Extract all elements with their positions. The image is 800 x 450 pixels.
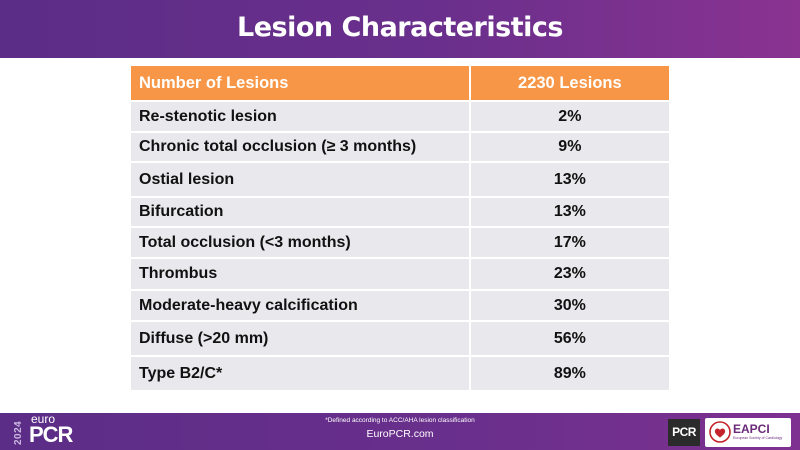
table-row: Bifurcation 13% <box>131 196 669 226</box>
row-label: Thrombus <box>131 257 469 289</box>
row-value: 9% <box>468 131 669 161</box>
row-value: 30% <box>468 289 669 320</box>
year-label: 2024 <box>13 420 24 446</box>
table-row: Diffuse (>20 mm) 56% <box>131 320 669 355</box>
slide-title: Lesion Characteristics <box>237 12 563 43</box>
row-value: 23% <box>468 257 669 289</box>
row-value: 2% <box>468 100 669 131</box>
row-value: 13% <box>468 161 669 196</box>
table-row: Total occlusion (<3 months) 17% <box>131 226 669 257</box>
row-label: Bifurcation <box>131 196 469 226</box>
row-label: Total occlusion (<3 months) <box>131 226 469 257</box>
eapci-logo-text: EAPCI <box>733 422 770 436</box>
brand-logo-text: PCR <box>29 422 73 447</box>
table-row: Thrombus 23% <box>131 257 669 289</box>
footnote: *Defined according to ACC/AHA lesion cla… <box>325 417 475 424</box>
header-value-cell: 2230 Lesions <box>468 66 669 100</box>
header-label-cell: Number of Lesions <box>131 66 469 100</box>
row-value: 17% <box>468 226 669 257</box>
row-label: Diffuse (>20 mm) <box>131 320 469 355</box>
row-value: 13% <box>468 196 669 226</box>
row-value: 89% <box>468 355 669 390</box>
eapci-logo: EAPCI European Society of Cardiology <box>705 418 791 447</box>
table-row: Chronic total occlusion (≥ 3 months) 9% <box>131 131 669 161</box>
table-row: Type B2/C* 89% <box>131 355 669 390</box>
brand-prefix: euro <box>31 412 56 426</box>
row-label: Ostial lesion <box>131 161 469 196</box>
heart-icon <box>709 421 731 443</box>
title-bar <box>0 0 800 58</box>
table-row: Ostial lesion 13% <box>131 161 669 196</box>
row-label: Re-stenotic lesion <box>131 100 469 131</box>
row-label: Moderate-heavy calcification <box>131 289 469 320</box>
footer-bar <box>0 413 800 450</box>
row-value: 56% <box>468 320 669 355</box>
table-row: Moderate-heavy calcification 30% <box>131 289 669 320</box>
pcr-logo: PCR <box>668 419 700 446</box>
row-label: Chronic total occlusion (≥ 3 months) <box>131 131 469 161</box>
lesion-table: Number of Lesions 2230 Lesions Re-stenot… <box>131 66 669 390</box>
eapci-logo-subtext: European Society of Cardiology <box>733 436 783 440</box>
footer-url: EuroPCR.com <box>366 428 434 440</box>
row-label: Type B2/C* <box>131 355 469 390</box>
table-header-row: Number of Lesions 2230 Lesions <box>131 66 669 100</box>
table-row: Re-stenotic lesion 2% <box>131 100 669 131</box>
